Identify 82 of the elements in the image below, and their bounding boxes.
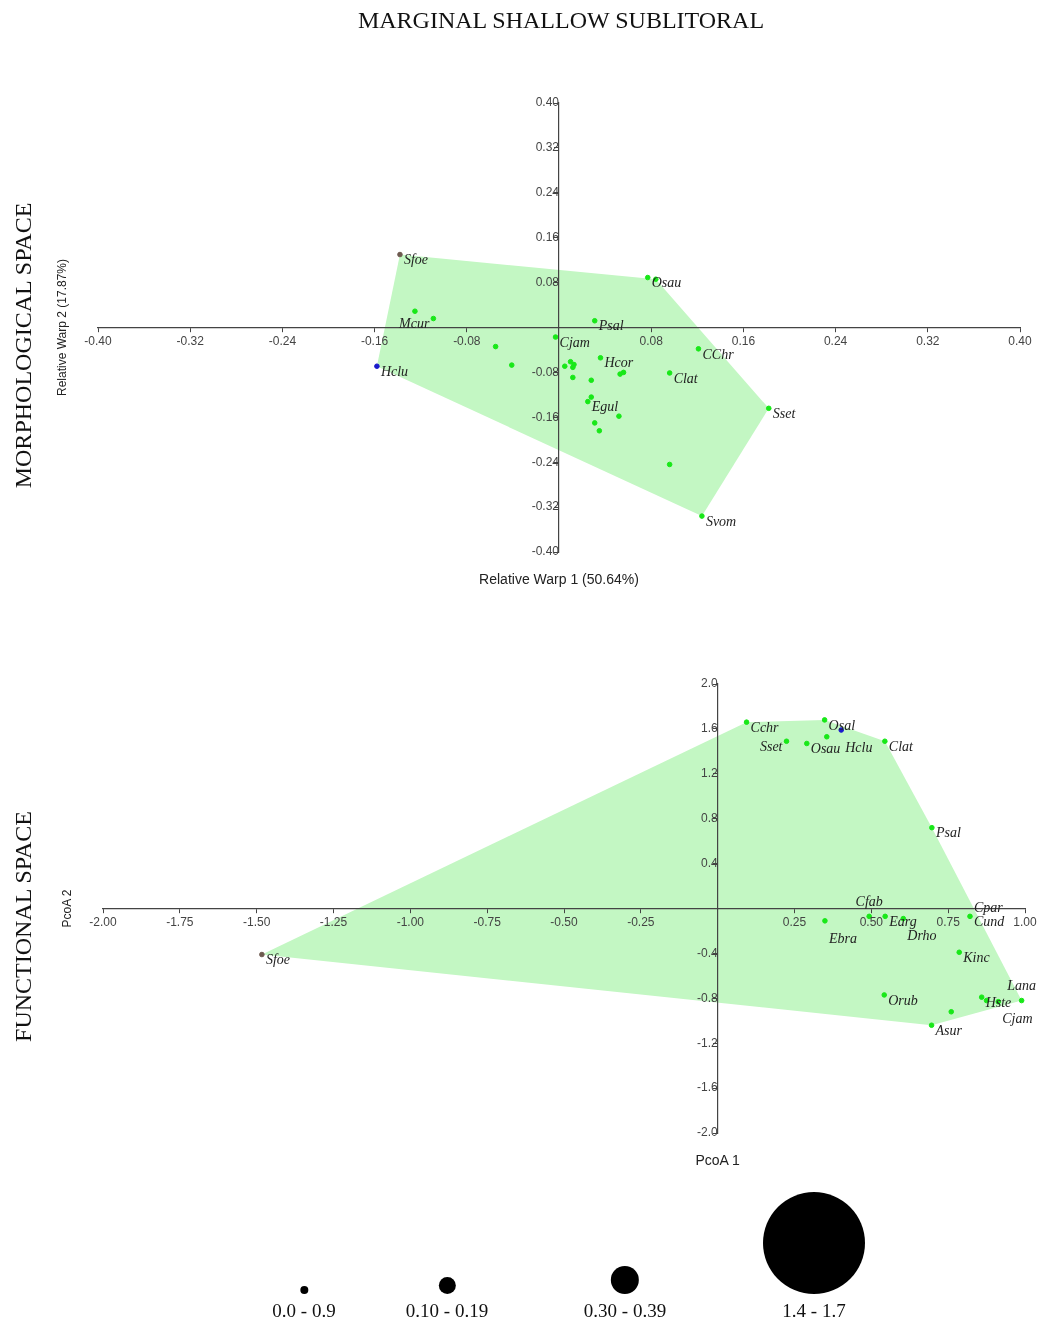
text: MORPHOLOGICAL SPACE	[10, 202, 37, 489]
x-tick-label: -0.16	[360, 334, 389, 349]
x-tick-label: -1.75	[166, 915, 194, 930]
y-tick-label: 0.24	[535, 185, 560, 200]
text: 1.4 - 1.7	[782, 1300, 846, 1321]
annotation: Hste	[984, 994, 1012, 1010]
annotation: Clat	[673, 370, 699, 386]
x-tick-label: 0.75	[936, 915, 961, 930]
x-tick-label: -0.25	[627, 915, 655, 930]
y-tick-label: 0.40	[535, 95, 560, 110]
x-tick-label: 0.25	[782, 915, 807, 930]
x-tick-label: -0.32	[176, 334, 205, 349]
annotation: Osal	[828, 717, 856, 733]
x-tick-label: -0.50	[550, 915, 578, 930]
y-tick-label: -0.08	[531, 364, 560, 379]
annotation: Osau	[810, 741, 841, 757]
annotation: Clat	[888, 738, 915, 754]
y-tick-label: 1.2	[700, 766, 718, 781]
y-tick-label: -0.24	[531, 454, 560, 469]
x-tick-label: -1.25	[319, 915, 348, 930]
x-tick-label: -0.08	[453, 334, 481, 349]
text: 0.0 - 0.9	[272, 1300, 336, 1321]
y-axis-title: Relative Warp 2 (17.87%)	[55, 259, 70, 396]
annotation: Asur	[934, 1022, 963, 1038]
annotation: Drho	[906, 928, 937, 944]
x-tick-label: -1.00	[396, 915, 425, 930]
annotation: Cund	[973, 914, 1006, 930]
y-tick-label: 0.16	[535, 230, 560, 245]
annotation: Cjam	[559, 334, 590, 350]
x-tick-label: -1.50	[242, 915, 271, 930]
y-tick-label: -0.16	[531, 409, 560, 424]
annotation: Hcor	[603, 355, 634, 371]
x-tick-label: -0.24	[268, 334, 297, 349]
annotation: CChr	[702, 346, 735, 362]
y-tick-label: 0.32	[535, 140, 560, 155]
y-tick-label: -1.2	[696, 1035, 718, 1050]
x-tick-label: -0.40	[84, 334, 112, 349]
x-tick-label: -0.75	[473, 915, 502, 930]
y-tick-label: -0.40	[531, 544, 560, 559]
x-tick-label: 0.08	[639, 334, 664, 349]
y-tick-label: -2.0	[696, 1125, 718, 1140]
text: 0.30 - 0.39	[583, 1300, 667, 1321]
x-tick-label: 0.24	[823, 334, 848, 349]
annotation: Osau	[651, 275, 682, 291]
x-tick-label: -2.00	[89, 915, 117, 930]
y-tick-label: 2.0	[700, 676, 718, 691]
x-tick-label: 0.40	[1008, 334, 1032, 349]
annotation: Cfab	[855, 894, 883, 910]
y-axis-title: PcoA 2	[60, 889, 75, 928]
x-tick-label: 1.00	[1013, 915, 1037, 930]
x-tick-label: 0.50	[859, 915, 884, 930]
annotation: Lana	[1006, 978, 1037, 994]
annotation: Psal	[934, 825, 961, 841]
y-tick-label: -0.4	[696, 945, 718, 960]
annotation: Svom	[705, 513, 737, 529]
annotation: Ebra	[827, 930, 857, 946]
annotation: Egul	[590, 399, 619, 415]
annotation: Sset	[772, 406, 797, 422]
y-tick-label: 0.4	[700, 855, 718, 870]
annotation: Orub	[888, 992, 918, 1008]
chart-title: MARGINAL SHALLOW SUBLITORAL	[357, 7, 765, 34]
annotation: Earg	[888, 914, 917, 930]
text: 0.10 - 0.19	[405, 1300, 489, 1321]
x-axis-title: Relative Warp 1 (50.64%)	[479, 570, 639, 587]
y-tick-label: -0.8	[696, 990, 718, 1005]
text: FUNCTIONAL SPACE	[10, 811, 37, 1042]
y-tick-label: 1.6	[700, 721, 718, 736]
annotation: Cchr	[750, 719, 780, 735]
y-tick-label: -0.32	[531, 499, 560, 514]
annotation: Sfoe	[403, 252, 429, 268]
y-tick-label: 0.08	[535, 274, 560, 289]
x-tick-label: 0.16	[731, 334, 756, 349]
x-axis-title: PcoA 1	[695, 1151, 741, 1168]
y-tick-label: -1.6	[696, 1080, 718, 1095]
annotation: Hclu	[379, 363, 409, 379]
annotation: Hclu	[844, 739, 873, 755]
annotation: Cjam	[1002, 1011, 1033, 1027]
annotation: Kinc	[962, 949, 991, 965]
x-tick-label: 0.32	[916, 334, 940, 349]
y-tick-label: 0.8	[700, 811, 718, 826]
annotation: Sfoe	[265, 952, 290, 968]
annotation: Sset	[759, 738, 784, 754]
